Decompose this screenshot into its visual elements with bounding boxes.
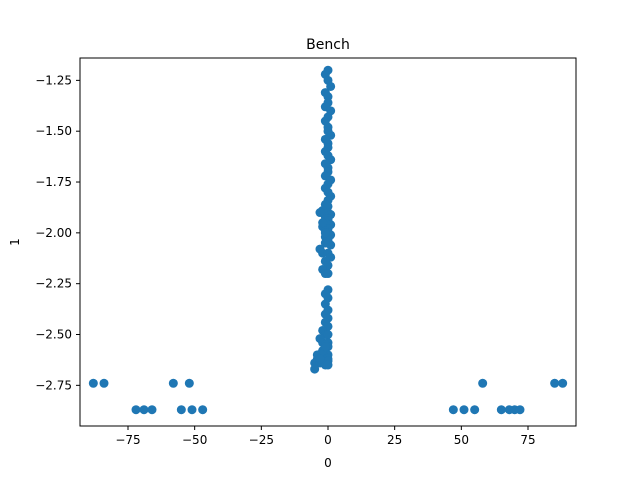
x-axis-label: 0 xyxy=(324,456,332,470)
x-tick-label: −50 xyxy=(182,433,207,447)
y-tick-label: −2.00 xyxy=(35,226,72,240)
scatter-point xyxy=(323,269,333,279)
y-tick-label: −1.75 xyxy=(35,175,72,189)
scatter-point xyxy=(147,405,157,415)
scatter-point xyxy=(131,405,141,415)
x-axis-ticks: −75 −50 −25 0 25 50 75 xyxy=(115,426,536,447)
scatter-point xyxy=(315,354,325,364)
y-tick-label: −2.75 xyxy=(35,378,72,392)
scatter-point xyxy=(550,378,560,388)
x-tick-label: −25 xyxy=(249,433,274,447)
y-tick-label: −1.25 xyxy=(35,73,72,87)
scatter-point xyxy=(315,208,325,218)
scatter-point xyxy=(470,405,480,415)
scatter-point xyxy=(323,360,333,370)
scatter-point xyxy=(99,378,109,388)
data-points xyxy=(88,65,568,415)
x-tick-label: 75 xyxy=(520,433,535,447)
scatter-point xyxy=(496,405,506,415)
x-tick-label: 50 xyxy=(454,433,469,447)
scatter-point xyxy=(320,228,330,238)
chart-title: Bench xyxy=(306,37,350,53)
scatter-point xyxy=(320,342,330,352)
x-tick-label: 25 xyxy=(387,433,402,447)
scatter-point xyxy=(558,378,568,388)
scatter-point xyxy=(184,378,194,388)
scatter-point xyxy=(478,378,488,388)
scatter-point xyxy=(168,378,178,388)
scatter-point xyxy=(88,378,98,388)
scatter-point xyxy=(318,218,328,228)
scatter-point xyxy=(310,364,320,374)
y-axis-label: 1 xyxy=(8,238,22,246)
scatter-point xyxy=(326,81,336,91)
y-tick-label: −1.50 xyxy=(35,124,72,138)
scatter-point xyxy=(323,238,333,248)
scatter-point xyxy=(198,405,208,415)
scatter-point xyxy=(176,405,186,415)
scatter-point xyxy=(323,330,333,340)
scatter-point xyxy=(139,405,149,415)
scatter-point xyxy=(448,405,458,415)
scatter-point xyxy=(459,405,469,415)
y-tick-label: −2.50 xyxy=(35,328,72,342)
scatter-point xyxy=(187,405,197,415)
x-tick-label: 0 xyxy=(324,433,332,447)
x-tick-label: −75 xyxy=(115,433,140,447)
y-tick-label: −2.25 xyxy=(35,277,72,291)
scatter-point xyxy=(515,405,525,415)
y-axis-ticks: −2.75 −2.50 −2.25 −2.00 −1.75 −1.50 −1.25 xyxy=(35,73,80,392)
